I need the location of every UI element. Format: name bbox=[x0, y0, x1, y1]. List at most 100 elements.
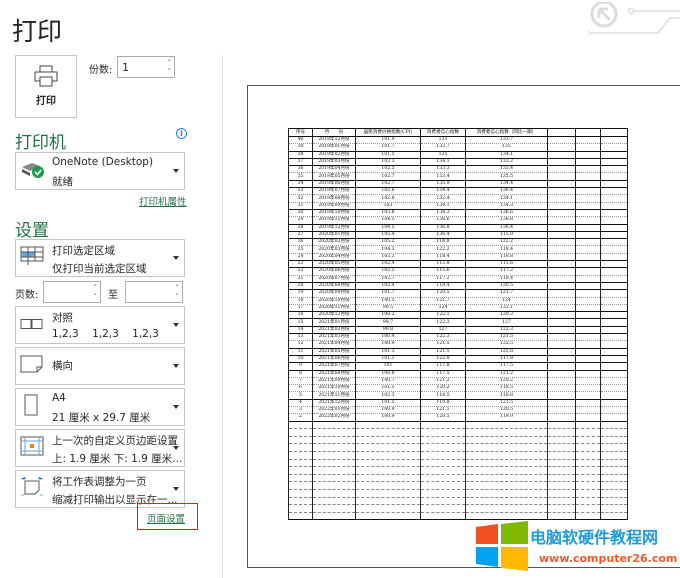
table-row: 24 2020年04月份 103.3 118.4 118.8 bbox=[288, 253, 628, 262]
table-cell bbox=[575, 136, 601, 145]
table-cell: 118.8 bbox=[465, 253, 548, 262]
table-cell: 118.9 bbox=[420, 238, 466, 247]
spin-down-icon[interactable]: ˅ bbox=[175, 293, 180, 301]
fit-to-page-icon bbox=[20, 477, 44, 501]
table-cell bbox=[600, 348, 628, 356]
table-cell bbox=[600, 128, 628, 137]
table-cell: 134.1 bbox=[420, 158, 466, 167]
table-cell bbox=[547, 474, 576, 483]
print-area-dropdown[interactable]: 打印选定区域 仅打印当前选定区域 bbox=[15, 239, 185, 277]
table-cell bbox=[465, 436, 548, 445]
table-cell bbox=[600, 245, 628, 254]
table-cell: 101.5 bbox=[355, 151, 421, 159]
spin-down-icon[interactable]: ˅ bbox=[93, 293, 98, 301]
table-cell bbox=[600, 362, 628, 371]
margins-title: 上一次的自定义页边距设置 bbox=[52, 435, 178, 447]
table-row: 40 2018年12月份 101.9 133 133.7 bbox=[288, 136, 628, 145]
collate-dropdown[interactable]: 对照 1,2,3 1,2,3 1,2,3 bbox=[15, 306, 185, 344]
table-cell bbox=[575, 474, 601, 483]
table-cell: 居民消费价格指数(CPI) bbox=[355, 128, 421, 137]
table-cell: 29 bbox=[288, 216, 313, 225]
dropdown-caret-icon bbox=[173, 323, 179, 327]
table-cell bbox=[547, 512, 576, 521]
table-cell: 120.5 bbox=[420, 289, 466, 298]
table-cell bbox=[547, 489, 576, 498]
table-cell bbox=[312, 428, 356, 437]
copies-input[interactable]: 1 ˄ ˅ bbox=[117, 56, 175, 78]
table-cell: 2020年03月份 bbox=[312, 245, 356, 254]
table-cell bbox=[600, 194, 628, 203]
table-cell bbox=[575, 481, 601, 490]
table-cell: 26 bbox=[288, 238, 313, 247]
printer-dropdown[interactable]: OneNote (Desktop) 就绪 bbox=[15, 152, 185, 190]
blank-row bbox=[288, 421, 628, 430]
table-cell bbox=[547, 128, 576, 137]
table-cell: 99.7 bbox=[355, 318, 421, 327]
table-cell: 2018年12月份 bbox=[312, 136, 356, 145]
table-cell: 119.8 bbox=[420, 399, 466, 408]
table-cell bbox=[312, 497, 356, 506]
table-cell: 117.2 bbox=[420, 275, 466, 283]
copies-label: 份数: bbox=[89, 65, 113, 76]
paper-size-dropdown[interactable]: A4 21 厘米 x 29.7 厘米 bbox=[15, 388, 185, 426]
table-row: 10 2021年06月份 101.1 122.8 117.8 bbox=[288, 355, 628, 364]
table-cell bbox=[288, 504, 313, 513]
spin-up-icon[interactable]: ˄ bbox=[167, 59, 172, 67]
table-cell bbox=[600, 497, 628, 506]
blank-row bbox=[288, 443, 628, 452]
page-setup-link[interactable]: 页面设置 bbox=[147, 514, 186, 525]
table-cell bbox=[547, 158, 576, 167]
highlight-box bbox=[137, 503, 198, 530]
table-cell: 34 bbox=[288, 180, 313, 189]
orientation-title: 横向 bbox=[52, 360, 73, 372]
table-cell: 2019年12月份 bbox=[312, 224, 356, 232]
table-cell bbox=[600, 318, 628, 327]
scaling-dropdown[interactable]: 将工作表调整为一页 缩减打印输出以显示在一... bbox=[15, 470, 185, 508]
table-cell: 120.5 bbox=[465, 282, 548, 291]
printer-properties-link[interactable]: 打印机属性 bbox=[139, 197, 187, 208]
orientation-dropdown[interactable]: 横向 bbox=[15, 347, 185, 385]
table-cell: 102.3 bbox=[355, 158, 421, 167]
table-row: 21 2020年07月份 102.7 117.2 118.4 bbox=[288, 275, 628, 283]
table-cell bbox=[312, 512, 356, 521]
table-cell: 105.4 bbox=[355, 231, 421, 240]
info-icon[interactable]: i bbox=[176, 128, 187, 139]
table-cell bbox=[420, 443, 466, 452]
table-cell: 122.1 bbox=[420, 311, 466, 320]
table-cell bbox=[355, 436, 421, 445]
back-icon[interactable] bbox=[585, 0, 680, 40]
table-cell bbox=[600, 428, 628, 437]
margins-dropdown[interactable]: 上一次的自定义页边距设置 上: 1.9 厘米 下: 1.9 厘米... bbox=[15, 429, 185, 467]
table-cell: 12 bbox=[288, 340, 313, 349]
table-row: 19 2020年09月份 101.7 120.5 121.7 bbox=[288, 289, 628, 298]
pages-from-input[interactable]: ˄ ˅ bbox=[43, 281, 101, 303]
blank-row bbox=[288, 474, 628, 483]
table-cell: 136.8 bbox=[465, 216, 548, 225]
table-row: 18 2020年10月份 100.5 121.7 124 bbox=[288, 297, 628, 305]
table-cell: 2019年06月份 bbox=[312, 180, 356, 189]
table-cell: 2021年02月份 bbox=[312, 326, 356, 335]
table-cell bbox=[600, 267, 628, 276]
spin-up-icon[interactable]: ˄ bbox=[175, 284, 180, 292]
table-cell bbox=[547, 333, 576, 342]
table-cell bbox=[575, 340, 601, 349]
table-cell: 2021年10月份 bbox=[312, 384, 356, 393]
table-cell bbox=[600, 209, 628, 218]
table-cell: 40 bbox=[288, 136, 313, 145]
table-cell: 117.2 bbox=[465, 267, 548, 276]
table-cell bbox=[312, 504, 356, 513]
blank-row bbox=[288, 466, 628, 475]
print-button[interactable]: 打印 bbox=[15, 55, 77, 118]
table-cell bbox=[288, 451, 313, 460]
table-cell: 2020年11月份 bbox=[312, 304, 356, 313]
table-cell bbox=[355, 443, 421, 452]
table-cell: 11 bbox=[288, 348, 313, 356]
table-cell: 134.3 bbox=[465, 202, 548, 210]
table-cell bbox=[312, 421, 356, 430]
spin-down-icon[interactable]: ˅ bbox=[167, 68, 172, 76]
table-cell: 2020年02月份 bbox=[312, 238, 356, 247]
pages-to-input[interactable]: ˄ ˅ bbox=[125, 281, 183, 303]
table-cell bbox=[288, 466, 313, 475]
spin-up-icon[interactable]: ˄ bbox=[93, 284, 98, 292]
table-cell bbox=[575, 209, 601, 218]
